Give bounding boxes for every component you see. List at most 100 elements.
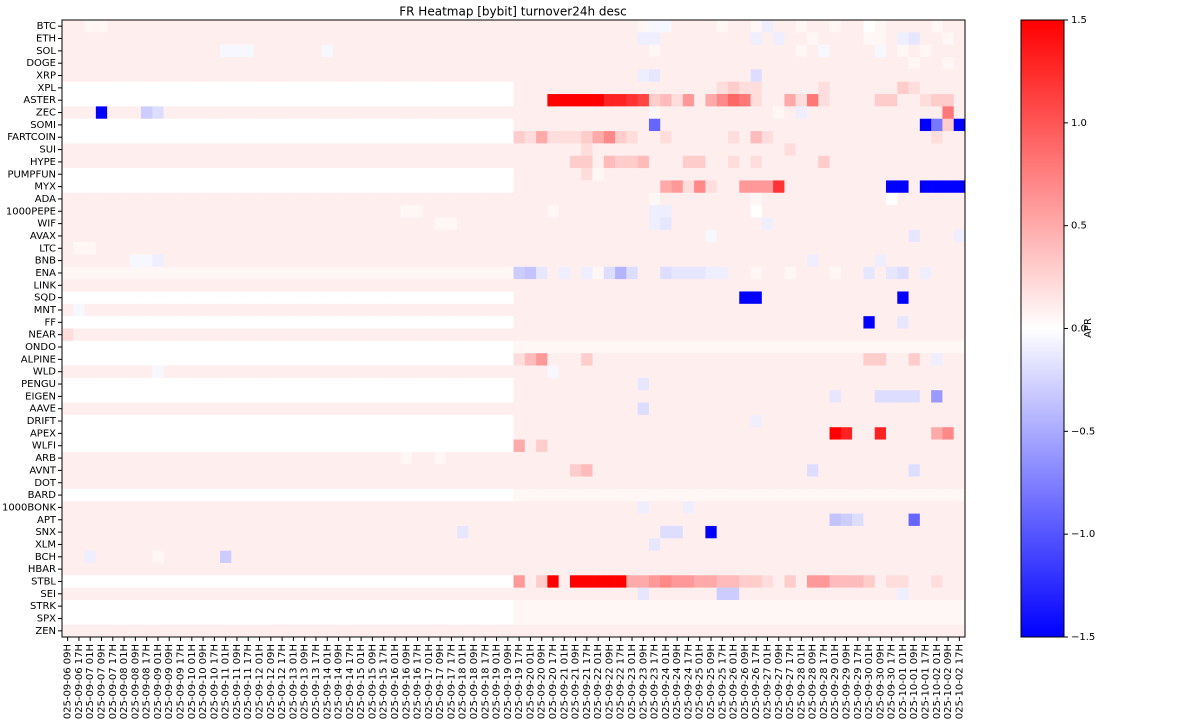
heatmap-cell (908, 291, 921, 305)
heatmap-cell (242, 488, 255, 502)
heatmap-cell (750, 439, 763, 453)
heatmap-cell (705, 217, 717, 231)
heatmap-cell (411, 501, 424, 514)
heatmap-cell (727, 624, 740, 638)
heatmap-cell (265, 402, 277, 416)
heatmap-cell (818, 155, 830, 169)
x-tick-label: 2025-09-13 01H (288, 644, 299, 720)
heatmap-cell (648, 328, 661, 342)
heatmap-cell (174, 575, 187, 588)
heatmap-cell (558, 106, 571, 120)
heatmap-cell (129, 328, 142, 342)
heatmap-cell (739, 229, 751, 243)
heatmap-cell (107, 168, 119, 181)
heatmap-cell (739, 131, 751, 144)
heatmap-cell (118, 476, 131, 490)
heatmap-cell (502, 451, 514, 465)
heatmap-cell (107, 69, 119, 82)
heatmap-cell (299, 439, 311, 453)
heatmap-cell (445, 562, 458, 576)
heatmap-cell (716, 365, 729, 379)
heatmap-cell (332, 155, 345, 169)
heatmap-cell (197, 340, 210, 354)
heatmap-cell (829, 525, 842, 539)
y-tick-label: DRIFT (27, 416, 57, 427)
heatmap-cell (874, 599, 887, 613)
heatmap-cell (536, 439, 548, 453)
heatmap-cell (874, 291, 887, 305)
heatmap-cell (220, 69, 232, 82)
heatmap-cell (276, 525, 289, 539)
heatmap-cell (581, 353, 593, 366)
heatmap-cell (829, 353, 842, 366)
heatmap-cell (795, 106, 808, 120)
heatmap-cell (265, 94, 277, 107)
heatmap-cell (411, 57, 424, 70)
heatmap-cell (694, 513, 706, 527)
heatmap-cell (705, 242, 717, 255)
heatmap-cell (705, 525, 717, 539)
heatmap-cell (897, 587, 909, 601)
heatmap-cell (445, 192, 458, 206)
heatmap-cell (660, 390, 672, 403)
heatmap-cell (479, 513, 492, 527)
heatmap-cell (795, 488, 808, 502)
heatmap-cell (457, 180, 469, 194)
heatmap-cell (174, 118, 187, 132)
heatmap-cell (716, 562, 729, 576)
heatmap-cell (626, 464, 638, 477)
heatmap-cell (919, 476, 932, 490)
heatmap-cell (231, 217, 243, 231)
heatmap-cell (885, 439, 898, 453)
heatmap-cell (73, 538, 85, 551)
heatmap-cell (310, 94, 322, 107)
heatmap-cell (400, 353, 413, 366)
heatmap-cell (682, 328, 695, 342)
heatmap-cell (141, 439, 153, 453)
heatmap-cell (682, 168, 695, 181)
heatmap-cell (637, 575, 650, 588)
heatmap-cell (852, 513, 864, 527)
heatmap-cell (885, 476, 898, 490)
heatmap-cell (197, 57, 210, 70)
heatmap-cell (220, 402, 232, 416)
heatmap-cell (919, 587, 932, 601)
heatmap-cell (818, 69, 830, 82)
heatmap-cell (863, 513, 875, 527)
heatmap-cell (152, 94, 164, 107)
heatmap-cell (705, 279, 717, 292)
heatmap-cell (118, 451, 131, 465)
heatmap-cell (242, 205, 255, 218)
heatmap-cell (840, 131, 853, 144)
colorbar-tick-label: −1.0 (1071, 529, 1095, 540)
heatmap-cell (310, 599, 322, 613)
heatmap-cell (73, 550, 85, 564)
heatmap-cell (378, 32, 390, 45)
heatmap-cell (592, 254, 605, 268)
heatmap-cell (197, 180, 210, 194)
heatmap-cell (62, 562, 74, 576)
heatmap-cell (84, 538, 97, 551)
heatmap-cell (885, 94, 898, 107)
heatmap-cell (885, 328, 898, 342)
heatmap-cell (773, 254, 785, 268)
heatmap-cell (931, 587, 943, 601)
y-tick-label: SQD (34, 293, 56, 304)
heatmap-cell (490, 599, 503, 613)
heatmap-cell (186, 303, 198, 317)
heatmap-cell (694, 205, 706, 218)
heatmap-cell (592, 501, 605, 514)
heatmap-cell (197, 229, 210, 243)
heatmap-cell (569, 143, 582, 157)
heatmap-cell (163, 180, 176, 194)
heatmap-cell (603, 513, 616, 527)
heatmap-cell (660, 242, 672, 255)
heatmap-cell (863, 612, 875, 625)
y-tick-label: ADA (35, 194, 56, 205)
heatmap-cell (479, 439, 492, 453)
heatmap-cell (829, 451, 842, 465)
heatmap-cell (265, 279, 277, 292)
heatmap-cell (400, 143, 413, 157)
heatmap-cell (784, 143, 796, 157)
heatmap-cell (637, 451, 650, 465)
